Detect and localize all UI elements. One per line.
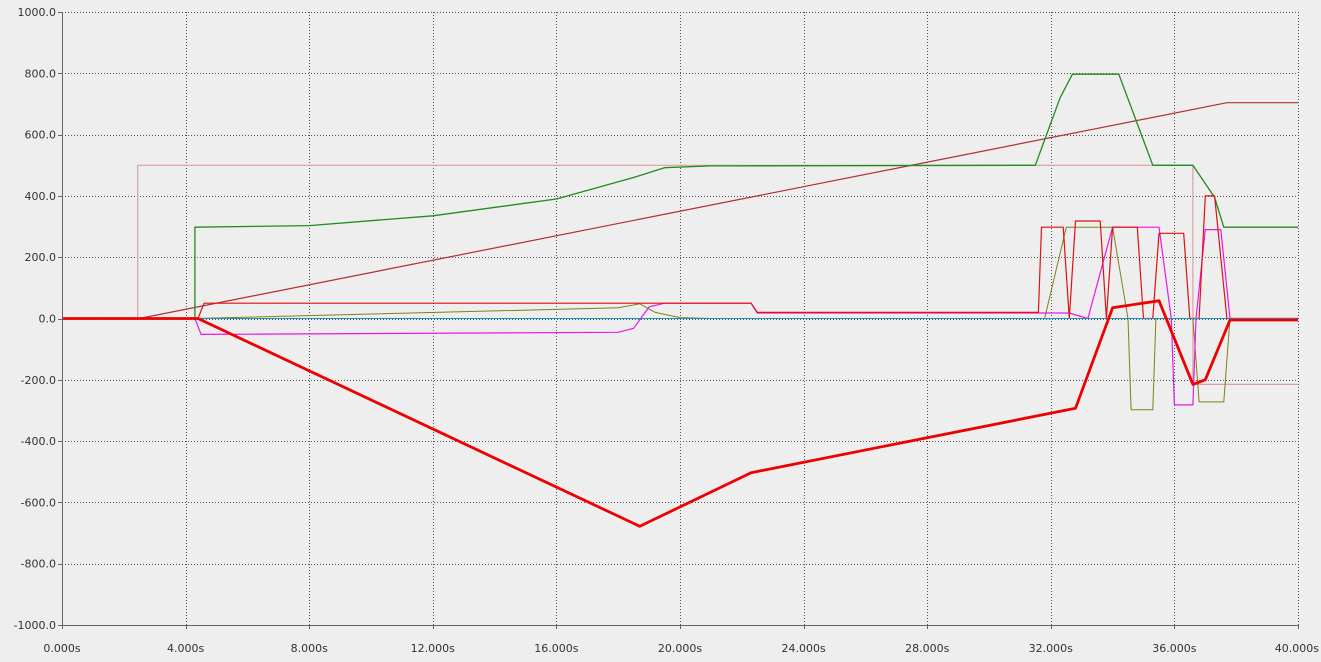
series-line-9 bbox=[62, 299, 1298, 528]
x-tick-label: 12.000s bbox=[411, 642, 455, 655]
x-tick-label: 36.000s bbox=[1152, 642, 1196, 655]
x-tick-label: 8.000s bbox=[291, 642, 328, 655]
series-line-3 bbox=[62, 73, 1298, 320]
y-tick-label: -400.0 bbox=[21, 435, 56, 448]
x-tick-label: 40.000s bbox=[1275, 642, 1319, 655]
y-tick-label: 400.0 bbox=[25, 190, 57, 203]
x-tick-label: 32.000s bbox=[1029, 642, 1073, 655]
y-tick-label: 200.0 bbox=[25, 251, 57, 264]
x-tick-label: 24.000s bbox=[781, 642, 825, 655]
x-tick-label: 20.000s bbox=[658, 642, 702, 655]
x-tick-label: 4.000s bbox=[167, 642, 204, 655]
y-tick-label: -200.0 bbox=[21, 374, 56, 387]
x-tick-label: 28.000s bbox=[905, 642, 949, 655]
y-tick-labels: 1000.0 800.0 600.0 400.0 200.0 0.0 -200.0 -400.… bbox=[14, 6, 62, 632]
x-tick-label: 0.000s bbox=[43, 642, 80, 655]
y-tick-label: 600.0 bbox=[25, 129, 57, 142]
y-tick-label: 800.0 bbox=[25, 67, 57, 80]
y-tick-label: 0.0 bbox=[39, 313, 57, 326]
y-tick-label: -600.0 bbox=[21, 496, 56, 509]
y-tick-label: -1000.0 bbox=[14, 619, 56, 632]
y-tick-label: 1000.0 bbox=[18, 6, 57, 19]
x-tick-labels: 0.000s 4.000s 8.000s 12.000s 16.000s 20.000s 2… bbox=[43, 625, 1319, 655]
series-line-6 bbox=[62, 195, 1298, 320]
y-tick-label: -800.0 bbox=[21, 558, 56, 571]
series-group bbox=[62, 73, 1298, 528]
x-tick-label: 16.000s bbox=[534, 642, 578, 655]
series-line-5 bbox=[62, 226, 1298, 406]
